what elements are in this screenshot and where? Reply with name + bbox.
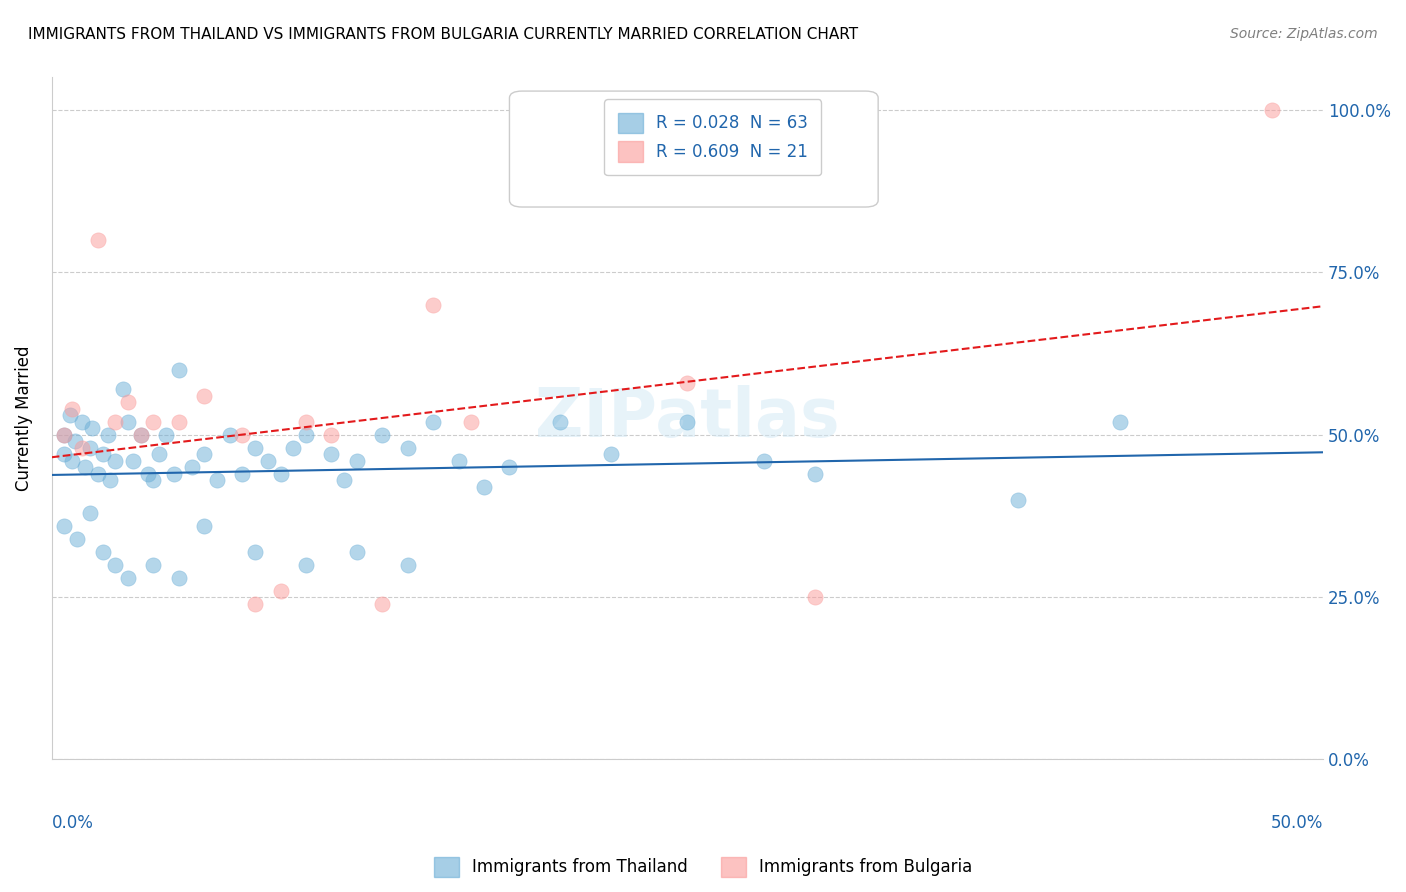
Immigrants from Thailand	[53, 518, 76, 533]
FancyBboxPatch shape	[509, 91, 879, 207]
Text: 50.0%: 50.0%	[1271, 814, 1323, 832]
Immigrants from Bulgaria	[86, 233, 108, 247]
Legend: Immigrants from Thailand, Immigrants from Bulgaria: Immigrants from Thailand, Immigrants fro…	[427, 850, 979, 884]
Immigrants from Bulgaria	[117, 395, 139, 409]
Immigrants from Bulgaria	[231, 427, 253, 442]
Immigrants from Thailand	[129, 427, 152, 442]
Text: 0.0%: 0.0%	[52, 814, 94, 832]
Immigrants from Thailand	[396, 441, 419, 455]
Immigrants from Thailand	[193, 518, 215, 533]
Immigrants from Thailand	[138, 467, 160, 481]
Immigrants from Thailand	[104, 453, 127, 467]
Immigrants from Thailand	[803, 467, 825, 481]
Immigrants from Bulgaria	[295, 415, 318, 429]
Immigrants from Bulgaria	[193, 389, 215, 403]
Immigrants from Thailand	[155, 427, 177, 442]
Immigrants from Thailand	[148, 447, 170, 461]
Immigrants from Thailand	[142, 473, 165, 487]
Immigrants from Thailand	[167, 571, 190, 585]
Immigrants from Thailand	[472, 480, 495, 494]
Immigrants from Thailand	[58, 408, 80, 422]
Immigrants from Thailand	[63, 434, 86, 449]
Immigrants from Bulgaria	[422, 298, 444, 312]
Immigrants from Thailand	[97, 427, 120, 442]
Immigrants from Thailand	[283, 441, 305, 455]
Immigrants from Bulgaria	[53, 427, 76, 442]
Immigrants from Thailand	[1108, 415, 1130, 429]
Text: Source: ZipAtlas.com: Source: ZipAtlas.com	[1230, 27, 1378, 41]
Immigrants from Thailand	[122, 453, 145, 467]
Immigrants from Thailand	[117, 415, 139, 429]
Immigrants from Thailand	[142, 558, 165, 572]
Immigrants from Thailand	[550, 415, 572, 429]
Immigrants from Thailand	[396, 558, 419, 572]
Immigrants from Thailand	[98, 473, 121, 487]
Immigrants from Thailand	[231, 467, 253, 481]
Immigrants from Thailand	[371, 427, 394, 442]
Immigrants from Thailand	[257, 453, 280, 467]
Immigrants from Bulgaria	[460, 415, 482, 429]
Immigrants from Thailand	[498, 460, 520, 475]
Text: ZIPatlas: ZIPatlas	[536, 385, 839, 451]
Immigrants from Thailand	[104, 558, 127, 572]
Immigrants from Bulgaria	[270, 583, 292, 598]
Immigrants from Bulgaria	[371, 597, 394, 611]
Immigrants from Thailand	[180, 460, 202, 475]
Immigrants from Bulgaria	[104, 415, 127, 429]
Immigrants from Bulgaria	[167, 415, 190, 429]
Immigrants from Bulgaria	[803, 590, 825, 604]
Immigrants from Thailand	[295, 427, 318, 442]
Immigrants from Thailand	[91, 544, 114, 558]
Immigrants from Thailand	[53, 427, 76, 442]
Immigrants from Thailand	[346, 544, 368, 558]
Immigrants from Bulgaria	[129, 427, 152, 442]
Immigrants from Bulgaria	[60, 401, 83, 416]
Legend: R = 0.028  N = 63, R = 0.609  N = 21: R = 0.028 N = 63, R = 0.609 N = 21	[605, 99, 821, 175]
Immigrants from Bulgaria	[321, 427, 343, 442]
Immigrants from Thailand	[205, 473, 228, 487]
Immigrants from Thailand	[270, 467, 292, 481]
Y-axis label: Currently Married: Currently Married	[15, 346, 32, 491]
Immigrants from Thailand	[295, 558, 318, 572]
Immigrants from Thailand	[321, 447, 343, 461]
Immigrants from Bulgaria	[676, 376, 699, 390]
Immigrants from Thailand	[79, 441, 101, 455]
Immigrants from Thailand	[346, 453, 368, 467]
Immigrants from Thailand	[676, 415, 699, 429]
Immigrants from Thailand	[91, 447, 114, 461]
Immigrants from Thailand	[193, 447, 215, 461]
Immigrants from Bulgaria	[243, 597, 266, 611]
Immigrants from Thailand	[79, 506, 101, 520]
Immigrants from Thailand	[333, 473, 356, 487]
Immigrants from Thailand	[243, 544, 266, 558]
Immigrants from Thailand	[163, 467, 186, 481]
Immigrants from Thailand	[752, 453, 775, 467]
Immigrants from Bulgaria	[1261, 103, 1284, 117]
Immigrants from Thailand	[60, 453, 83, 467]
Immigrants from Thailand	[111, 382, 134, 396]
Immigrants from Thailand	[447, 453, 470, 467]
Immigrants from Thailand	[66, 532, 89, 546]
Immigrants from Thailand	[72, 415, 94, 429]
Immigrants from Bulgaria	[72, 441, 94, 455]
Immigrants from Thailand	[218, 427, 240, 442]
Immigrants from Thailand	[53, 447, 76, 461]
Immigrants from Thailand	[422, 415, 444, 429]
Immigrants from Thailand	[600, 447, 623, 461]
Immigrants from Thailand	[73, 460, 96, 475]
Immigrants from Thailand	[86, 467, 108, 481]
Immigrants from Thailand	[167, 362, 190, 376]
Immigrants from Thailand	[243, 441, 266, 455]
Immigrants from Thailand	[1007, 492, 1029, 507]
Immigrants from Thailand	[117, 571, 139, 585]
Immigrants from Thailand	[82, 421, 104, 435]
Immigrants from Bulgaria	[142, 415, 165, 429]
Text: IMMIGRANTS FROM THAILAND VS IMMIGRANTS FROM BULGARIA CURRENTLY MARRIED CORRELATI: IMMIGRANTS FROM THAILAND VS IMMIGRANTS F…	[28, 27, 858, 42]
